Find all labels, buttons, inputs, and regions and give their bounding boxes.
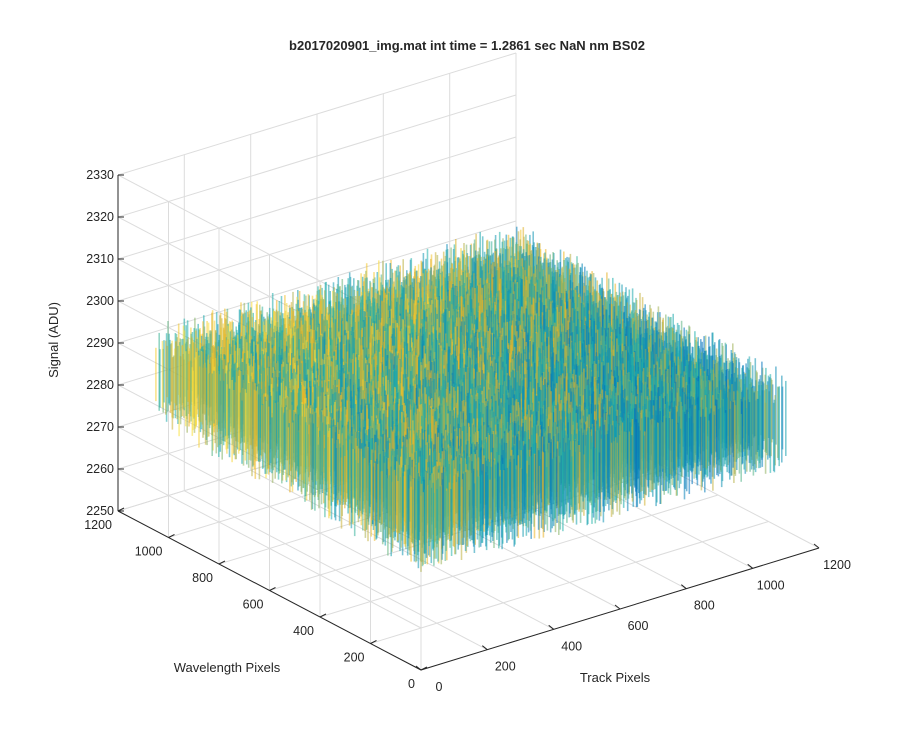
grid-line-y-floor xyxy=(319,494,719,618)
surface-mesh xyxy=(155,226,787,572)
chart-title: b2017020901_img.mat int time = 1.2861 se… xyxy=(289,38,645,53)
grid-line-y-floor xyxy=(370,521,769,644)
